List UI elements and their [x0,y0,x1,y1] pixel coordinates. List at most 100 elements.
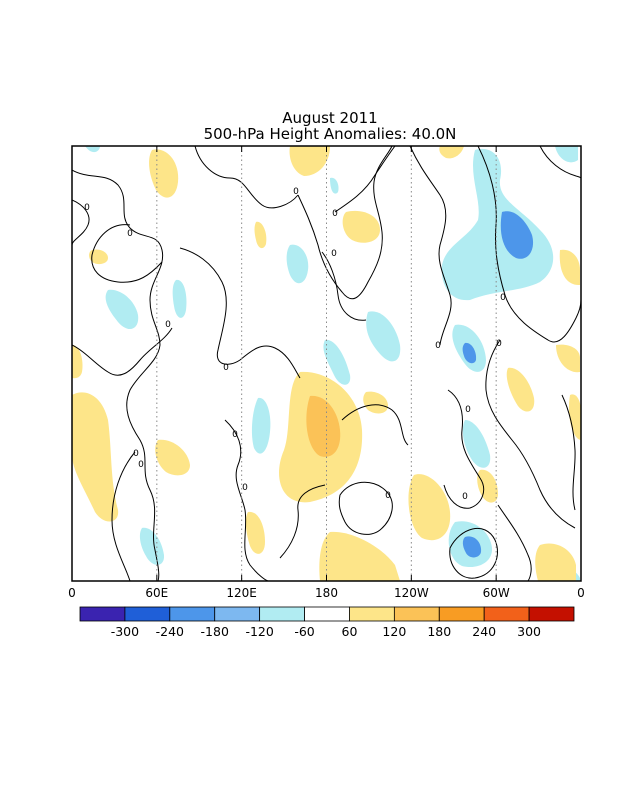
anomaly-region-negative [462,342,477,364]
colorbar-swatch [169,606,216,622]
colorbar-swatch [214,606,261,622]
anomaly-region-negative [462,536,482,558]
anomaly-region-positive [155,439,190,476]
zero-contour [561,394,576,511]
zero-contour [334,146,396,213]
anomaly-region-positive [535,543,576,581]
x-tick-label: 180 [315,586,338,600]
anomaly-region-negative [555,146,578,163]
zero-contour [91,224,163,283]
colorbar-swatch [528,606,575,622]
colorbar: -300 -240 -180 -120 -60 60 120 180 240 300 [79,606,575,639]
anomaly-region-positive [506,367,535,412]
colorbar-label: 60 [342,624,358,639]
contour-label: 0 [138,460,144,470]
colorbar-label: -240 [156,624,184,639]
contour-label: 0 [242,483,248,493]
colorbar-swatch [259,606,305,622]
zero-contour [409,146,452,346]
colorbar-swatch [393,606,440,622]
zero-contour [485,339,576,529]
colorbar-label: -180 [201,624,229,639]
x-tick-label: 60W [483,586,510,600]
colorbar-label: 300 [517,624,541,639]
contour-label: 0 [385,491,391,501]
anomaly-region-positive [289,146,330,176]
zero-contour [179,247,301,379]
anomaly-region-negative [441,148,554,301]
colorbar-label: 240 [472,624,496,639]
colorbar-label: -300 [111,624,139,639]
zero-contour [338,481,393,535]
contour-label: 0 [293,187,299,197]
x-tick-label: 0 [577,586,585,600]
positive-anomaly-regions [72,146,581,581]
zero-contour [72,169,164,581]
contour-label: 0 [84,203,90,213]
anomaly-region-positive [568,394,581,440]
anomaly-region-negative [105,289,139,330]
anomaly-region-negative [286,244,309,284]
colorbar-label: 180 [427,624,451,639]
zero-contour [224,419,269,581]
anomaly-region-negative [330,177,339,194]
x-tick-label: 120W [394,586,429,600]
colorbar-swatch [304,606,350,622]
x-axis: 0 60E 120E 180 120W 60W 0 [68,146,585,600]
anomaly-region-positive [89,249,108,265]
anomaly-region-positive [72,392,119,522]
colorbar-label: 120 [382,624,406,639]
anomaly-region-positive [408,474,451,541]
anomaly-region-positive [556,344,580,373]
contour-label: 0 [223,363,229,373]
anomaly-region-negative [251,397,271,454]
anomaly-region-positive [342,210,380,243]
x-tick-label: 0 [68,586,76,600]
colorbar-label: -120 [245,624,273,639]
contour-label: 0 [462,492,468,502]
contour-label: 0 [165,320,171,330]
chart-title: August 2011 [282,109,377,127]
anomaly-region-negative [366,311,401,362]
anomaly-region-positive [319,531,400,581]
contour-label: 0 [127,229,133,239]
colorbar-swatch [124,606,171,622]
anomaly-region-negative [500,211,534,259]
chart-subtitle: 500-hPa Height Anomalies: 40.0N [204,125,457,143]
x-tick-label: 120E [226,586,257,600]
zero-contour [194,146,299,209]
anomaly-region-positive [72,345,83,379]
anomaly-region-positive [439,146,464,159]
anomaly-region-positive [306,395,341,457]
colorbar-swatch [438,606,485,622]
anomaly-region-positive [363,391,388,414]
contour-label: 0 [496,339,502,349]
anomaly-region-positive [477,469,498,503]
colorbar-swatch [483,606,530,622]
contour-label: 0 [500,293,506,303]
contour-label: 0 [332,209,338,219]
zero-contour [497,504,532,581]
anomaly-region-positive [254,221,267,249]
colorbar-label: -60 [294,624,314,639]
plot-area: 0 0 0 0 0 0 0 0 0 0 0 0 0 0 0 0 0 [72,146,581,581]
zero-contours [72,146,581,581]
zero-contour [297,146,393,300]
anomaly-region-negative [139,527,165,565]
zero-contour [443,389,485,509]
zero-contour [279,484,326,559]
anomaly-region-positive [149,149,179,198]
contour-label: 0 [331,249,337,259]
zero-contour [321,251,367,321]
contour-label: 0 [133,449,139,459]
x-tick-label: 60E [145,586,168,600]
contour-label: 0 [232,430,238,440]
contour-label: 0 [435,341,441,351]
anomaly-region-negative [85,146,100,153]
zero-contour [72,199,90,246]
zero-contour [111,451,136,581]
zero-contour [477,146,581,343]
zero-contour [341,404,409,446]
colorbar-swatch [349,606,395,622]
anomaly-region-positive [245,511,265,554]
